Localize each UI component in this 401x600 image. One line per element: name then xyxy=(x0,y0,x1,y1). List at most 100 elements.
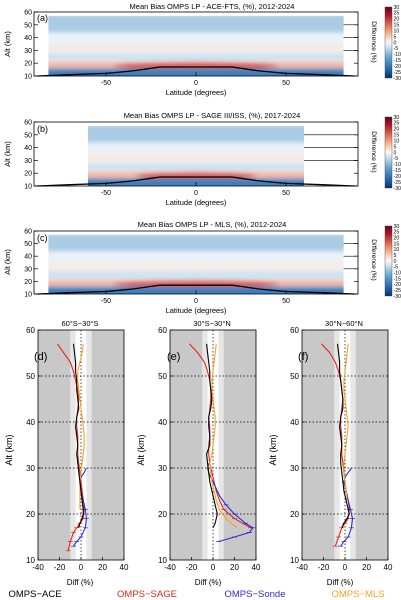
shade-5pct xyxy=(339,330,351,560)
series-ace xyxy=(72,343,84,528)
y-tick-label: 10 xyxy=(24,292,32,299)
colorbar-tick-label: -15 xyxy=(394,58,401,64)
panel-a: 10 20 30 40 50 60 -50 0 50 xyxy=(24,10,359,87)
x-tick-label: -40 xyxy=(32,563,44,572)
panel-e-letter: (e) xyxy=(167,351,180,363)
y-tick-label: 40 xyxy=(24,254,32,261)
panel-d-ylabel: Alt (km) xyxy=(4,435,14,466)
colorbar-tick-label: 15 xyxy=(394,23,400,29)
colorbar-tick-label: 25 xyxy=(394,11,400,17)
x-tick-label: -50 xyxy=(101,190,111,197)
panel-d-letter: (d) xyxy=(34,351,47,363)
colorbar-tick-label: -15 xyxy=(394,168,401,174)
upper-negative-band xyxy=(48,234,344,252)
colorbar-tick-label: 20 xyxy=(394,235,400,241)
colorbar-tick-label: -30 xyxy=(394,294,401,300)
colorbar-tick-label: -5 xyxy=(394,156,399,162)
colorbar-tick-label: 15 xyxy=(394,241,400,247)
x-tick-label: 0 xyxy=(79,563,84,572)
panel-e-ylabel: Alt (km) xyxy=(136,435,146,466)
colorbar-b-label: Difference (%) xyxy=(370,131,377,172)
y-tick-label: 50 xyxy=(24,22,32,29)
panel-c-title: Mean Bias OMPS LP - MLS, (%), 2012-2024 xyxy=(138,220,287,229)
colorbar-tick-label: 25 xyxy=(394,230,400,236)
x-tick-label: 20 xyxy=(362,563,371,572)
colorbar-tick-label: 5 xyxy=(394,34,397,40)
y-tick-label: 20 xyxy=(24,61,32,68)
colorbar-tick-label: 15 xyxy=(394,133,400,139)
mid-positive-band xyxy=(88,155,304,161)
colorbar-tick-label: 30 xyxy=(394,115,400,121)
panel-f: 10 20 30 40 50 60 -40 -20 0 20 40 xyxy=(290,326,393,572)
x-tick-label: -50 xyxy=(101,298,111,305)
bias-field xyxy=(48,15,344,76)
colorbar-tick-label: 5 xyxy=(394,144,397,150)
series-ace xyxy=(336,343,350,529)
x-tick-label: 40 xyxy=(120,563,129,572)
series-sonde xyxy=(340,467,354,547)
x-tick-label: 0 xyxy=(194,298,198,305)
panel-c-xlabel: Latitude (degrees) xyxy=(166,306,227,315)
y-tick-label: 10 xyxy=(24,74,32,81)
bias-field xyxy=(48,234,344,294)
x-tick-label: 0 xyxy=(211,563,216,572)
colorbar-tick-label: -25 xyxy=(394,288,401,294)
core-positive-blob xyxy=(135,171,257,180)
legend-mls: OMPS−MLS xyxy=(331,589,384,600)
series-sonde xyxy=(73,467,87,547)
colorbar-gradient xyxy=(384,116,393,189)
colorbar-tick-label: 20 xyxy=(394,127,400,133)
y-tick-label: 10 xyxy=(158,556,167,565)
panel-d-title: 60°S−30°S xyxy=(61,319,98,328)
x-tick-label: -20 xyxy=(186,563,198,572)
x-tick-label: 40 xyxy=(384,563,393,572)
colorbar-tick-label: 0 xyxy=(394,40,397,46)
y-tick-label: 30 xyxy=(290,464,299,473)
y-tick-label: 50 xyxy=(24,241,32,248)
y-tick-label: 60 xyxy=(24,10,32,17)
y-tick-label: 40 xyxy=(26,418,35,427)
panel-a-ylabel: Alt (km) xyxy=(3,31,12,57)
colorbar-gradient xyxy=(384,6,393,79)
colorbar-tick-label: 10 xyxy=(394,138,400,144)
x-tick-label: 0 xyxy=(194,190,198,197)
y-tick-label: 20 xyxy=(24,171,32,178)
panel-a-title: Mean Bias OMPS LP - ACE-FTS, (%), 2012-2… xyxy=(130,2,295,11)
colorbar-gradient xyxy=(384,225,393,297)
panel-e: 10 20 30 40 50 60 -40 -20 0 20 40 xyxy=(158,326,261,572)
y-tick-label: 20 xyxy=(26,510,35,519)
y-tick-label: 50 xyxy=(26,372,35,381)
y-tick-label: 50 xyxy=(158,372,167,381)
colorbar-tick-label: -10 xyxy=(394,270,401,276)
x-tick-label: 0 xyxy=(343,563,348,572)
x-tick-label: -50 xyxy=(101,80,111,87)
colorbar-tick-label: 25 xyxy=(394,121,400,127)
series-mls xyxy=(209,343,238,529)
panel-c: 10 20 30 40 50 60 -50 0 50 xyxy=(24,229,359,305)
y-tick-label: 30 xyxy=(158,464,167,473)
colorbar-c-label: Difference (%) xyxy=(370,239,377,280)
panel-c-ylabel: Alt (km) xyxy=(3,249,12,275)
y-tick-label: 40 xyxy=(24,145,32,152)
colorbar-tick-label: -10 xyxy=(394,52,401,58)
colorbar-tick-label: 5 xyxy=(394,253,397,259)
x-tick-label: 0 xyxy=(194,80,198,87)
colorbar-tick-label: -30 xyxy=(394,186,401,192)
colorbar-tick-label: -5 xyxy=(394,265,399,271)
y-tick-label: 20 xyxy=(158,510,167,519)
series-ace xyxy=(206,343,218,529)
panel-b-ylabel: Alt (km) xyxy=(3,141,12,167)
colorbar-tick-label: -20 xyxy=(394,282,401,288)
panel-d-xlabel: Diff (%) xyxy=(67,578,94,587)
panel-c-letter: (c) xyxy=(37,233,48,243)
mid-positive-band xyxy=(48,45,344,51)
legend-ace: OMPS−ACE xyxy=(8,589,61,600)
legend-sonde: OMPS−Sonde xyxy=(225,589,286,600)
panel-b-title: Mean Bias OMPS LP - SAGE III/ISS, (%), 2… xyxy=(124,111,301,120)
y-tick-label: 10 xyxy=(24,184,32,191)
y-tick-label: 60 xyxy=(158,326,167,335)
